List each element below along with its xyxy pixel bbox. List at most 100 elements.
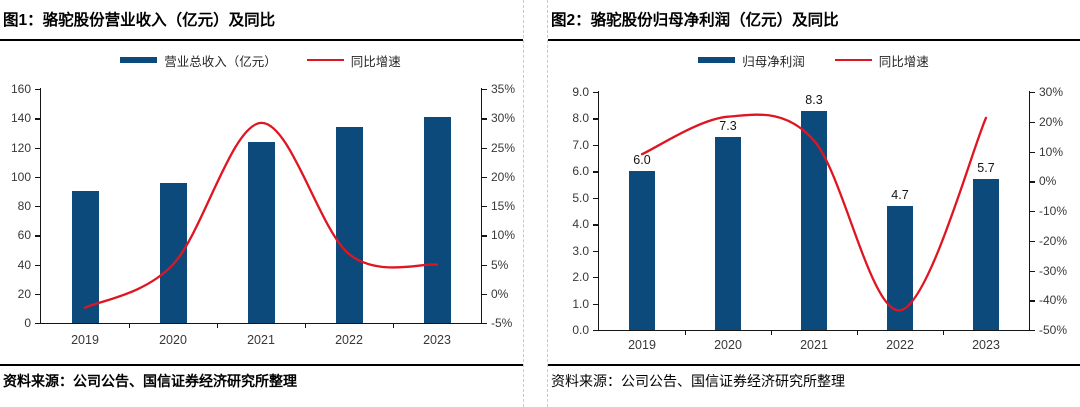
y-axis-left-line bbox=[40, 88, 42, 323]
bar-2019 bbox=[629, 171, 655, 330]
bar-2021 bbox=[247, 141, 275, 323]
line-series-swatch-icon bbox=[834, 58, 872, 62]
figure1-legend-item-line: 同比增速 bbox=[306, 51, 401, 70]
bar-2023 bbox=[423, 116, 451, 323]
figure2-legend-item-line: 同比增速 bbox=[834, 51, 929, 70]
y-axis-left-label: 0 bbox=[24, 316, 31, 330]
yoy-growth-line-path bbox=[640, 113, 988, 312]
y-axis-right-line bbox=[1029, 91, 1031, 330]
y-axis-right-label: 0% bbox=[1039, 174, 1057, 189]
x-axis-category-label: 2022 bbox=[335, 333, 363, 347]
y-axis-right-label: 0% bbox=[491, 286, 509, 301]
y-axis-left-label: 6.0 bbox=[572, 164, 589, 179]
y-axis-right-tick bbox=[482, 89, 488, 91]
figure1-legend: 营业总收入（亿元） 同比增速 bbox=[40, 51, 481, 69]
y-axis-right-tick bbox=[482, 323, 488, 325]
y-axis-left-label: 8.0 bbox=[572, 111, 589, 126]
y-axis-right-label: -30% bbox=[1039, 263, 1068, 278]
y-axis-right-label: 20% bbox=[491, 169, 516, 184]
y-axis-right-label: -20% bbox=[1039, 233, 1068, 248]
y-axis-left-tick bbox=[35, 323, 40, 325]
bar-series-legend-label: 归母净利润 bbox=[742, 54, 805, 69]
y-axis-left-tick bbox=[35, 118, 40, 120]
x-axis-category-label: 2023 bbox=[423, 333, 451, 347]
y-axis-right-label: -40% bbox=[1039, 293, 1068, 308]
y-axis-left-label: 4.0 bbox=[572, 217, 589, 232]
y-axis-left-tick bbox=[593, 330, 598, 332]
bar-value-label: 4.7 bbox=[891, 187, 909, 202]
bar-2022 bbox=[887, 205, 913, 330]
x-axis-tick bbox=[217, 324, 219, 329]
y-axis-right-tick bbox=[1030, 211, 1036, 213]
bar-2019 bbox=[71, 191, 99, 323]
y-axis-right-tick bbox=[482, 264, 488, 266]
x-axis-category-label: 2019 bbox=[71, 333, 99, 347]
y-axis-right-label: 30% bbox=[1039, 85, 1064, 99]
bar-2021 bbox=[801, 110, 827, 330]
y-axis-right-label: -5% bbox=[491, 316, 513, 330]
y-axis-left-tick bbox=[35, 147, 40, 149]
bar-series-swatch-icon bbox=[120, 57, 158, 63]
figure1-source-note: 资料来源：公司公告、国信证券经济研究所整理 bbox=[3, 373, 297, 389]
bar-2022 bbox=[335, 127, 363, 323]
y-axis-left-label: 160 bbox=[10, 82, 31, 96]
figure2-panel: 图2：骆驼股份归母净利润（亿元）及同比 归母净利润 同比增速 0.0 1.0 2.0… bbox=[547, 0, 1080, 407]
y-axis-left-tick bbox=[35, 293, 40, 296]
y-axis-right-label: 5% bbox=[491, 257, 509, 272]
line-series-legend-label: 同比增速 bbox=[878, 54, 929, 69]
y-axis-right-tick bbox=[482, 176, 488, 179]
x-axis-line bbox=[598, 330, 1031, 332]
y-axis-left-tick bbox=[35, 176, 40, 179]
y-axis-right-label: 15% bbox=[491, 199, 516, 213]
figure1-panel: 图1：骆驼股份营业收入（亿元）及同比 营业总收入（亿元） 同比增速 0 20 40 6… bbox=[0, 0, 524, 407]
x-axis-tick bbox=[305, 324, 307, 329]
y-axis-left-tick bbox=[593, 277, 598, 279]
x-axis-tick bbox=[943, 331, 945, 336]
y-axis-right-tick bbox=[1030, 300, 1036, 302]
y-axis-left-label: 140 bbox=[10, 111, 31, 126]
bar-value-label: 5.7 bbox=[977, 161, 995, 176]
y-axis-left-label: 60 bbox=[17, 228, 31, 243]
x-axis-tick bbox=[771, 331, 773, 336]
y-axis-left-tick bbox=[593, 250, 598, 252]
y-axis-left-label: 80 bbox=[17, 199, 31, 213]
line-series-legend-label: 同比增速 bbox=[350, 54, 401, 69]
y-axis-right-label: -10% bbox=[1039, 204, 1068, 218]
x-axis-category-label: 2023 bbox=[972, 338, 1000, 352]
bar-2020 bbox=[159, 182, 187, 323]
figure1-source-divider bbox=[0, 364, 523, 366]
y-axis-left-tick bbox=[593, 224, 598, 226]
bar-value-label: 7.3 bbox=[719, 118, 737, 133]
figure2-legend: 归母净利润 同比增速 bbox=[588, 51, 1039, 69]
y-axis-left-tick bbox=[35, 206, 40, 208]
y-axis-left-tick bbox=[593, 197, 598, 200]
y-axis-right-line bbox=[481, 88, 483, 323]
y-axis-right-tick bbox=[482, 147, 488, 149]
y-axis-right-label: 30% bbox=[491, 111, 516, 126]
figure2-source-divider bbox=[548, 364, 1080, 366]
y-axis-left-label: 3.0 bbox=[572, 243, 589, 258]
y-axis-left-label: 5.0 bbox=[572, 190, 589, 205]
y-axis-left-label: 1.0 bbox=[572, 296, 589, 311]
y-axis-left-label: 7.0 bbox=[572, 137, 589, 152]
y-axis-right-tick bbox=[1030, 270, 1036, 272]
y-axis-left-tick bbox=[593, 118, 598, 120]
y-axis-left-label: 20 bbox=[17, 286, 31, 301]
y-axis-right-tick bbox=[1030, 121, 1036, 124]
y-axis-right-tick bbox=[1030, 181, 1036, 183]
y-axis-right-tick bbox=[482, 293, 488, 296]
line-series-swatch-icon bbox=[306, 58, 344, 62]
x-axis-category-label: 2021 bbox=[800, 338, 828, 352]
y-axis-left-tick bbox=[35, 235, 40, 237]
figure2-source-note: 资料来源：公司公告、国信证券经济研究所整理 bbox=[551, 373, 845, 389]
y-axis-left-label: 9.0 bbox=[572, 85, 589, 99]
figure2-title: 图2：骆驼股份归母净利润（亿元）及同比 bbox=[551, 12, 839, 29]
x-axis-category-label: 2019 bbox=[628, 338, 656, 352]
y-axis-right-tick bbox=[1030, 240, 1036, 243]
y-axis-left-tick bbox=[35, 89, 40, 91]
x-axis-line bbox=[40, 323, 483, 325]
bar-value-label: 6.0 bbox=[633, 153, 651, 168]
y-axis-right-tick bbox=[482, 235, 488, 237]
y-axis-right-tick bbox=[1030, 330, 1036, 332]
